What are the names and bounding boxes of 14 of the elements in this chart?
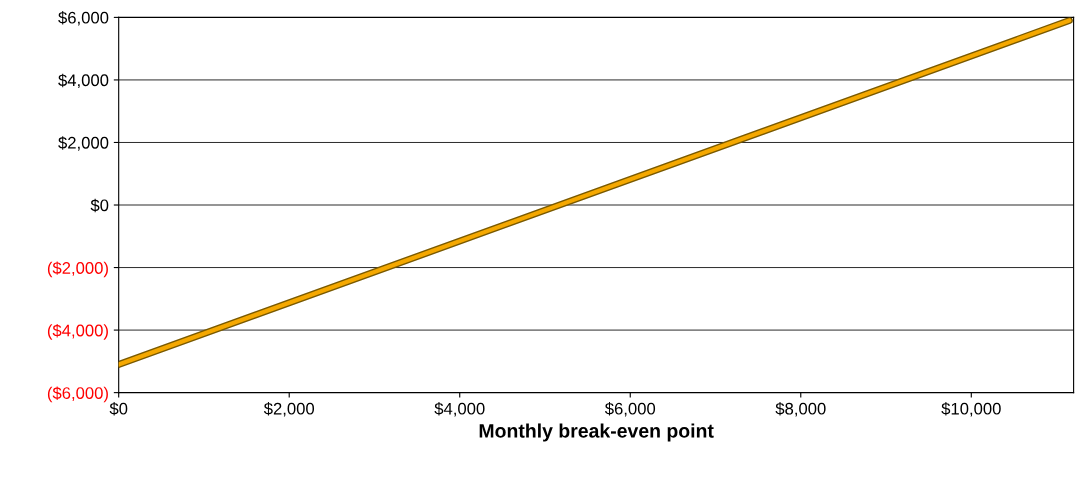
x-tick-label: $4,000 bbox=[434, 402, 485, 417]
x-tick-label: $2,000 bbox=[263, 402, 315, 417]
x-tick-label: $8,000 bbox=[775, 402, 826, 417]
y-tick-label: $0 bbox=[90, 198, 109, 213]
x-tick-label: $10,000 bbox=[941, 402, 1001, 417]
y-tick-label: ($2,000) bbox=[47, 261, 108, 278]
y-tick-label: $4,000 bbox=[58, 73, 109, 89]
x-tick-label: $0 bbox=[109, 402, 128, 416]
y-tick-label: $6,000 bbox=[58, 11, 109, 26]
x-tick-label: $6,000 bbox=[604, 402, 656, 417]
y-tick-label: $2,000 bbox=[58, 136, 109, 151]
x-axis-title: Monthly break-even point bbox=[479, 423, 714, 442]
y-tick-label: ($4,000) bbox=[47, 323, 108, 340]
y-tick-label: ($6,000) bbox=[47, 386, 108, 403]
